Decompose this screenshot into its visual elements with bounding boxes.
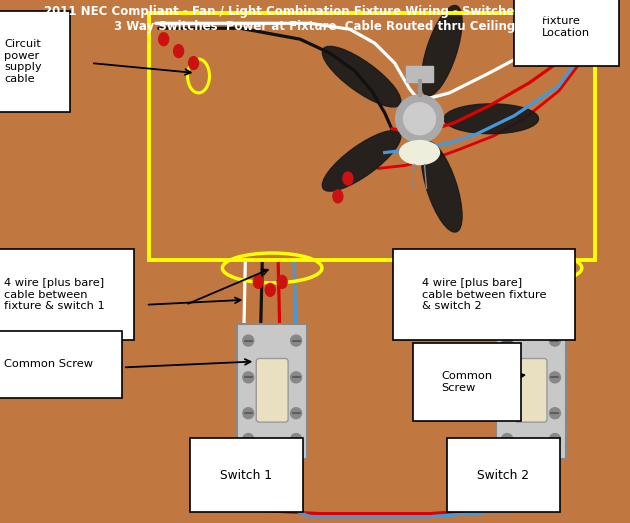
Ellipse shape [421, 5, 462, 96]
Ellipse shape [253, 276, 263, 288]
Circle shape [396, 95, 444, 143]
Circle shape [290, 335, 302, 346]
Text: 4 wire [plus bare]
cable between fixture
& switch 2: 4 wire [plus bare] cable between fixture… [421, 278, 546, 311]
Ellipse shape [421, 142, 462, 232]
Ellipse shape [586, 44, 596, 58]
Text: Fixture
Location: Fixture Location [542, 16, 590, 38]
Ellipse shape [561, 19, 571, 32]
Ellipse shape [540, 274, 550, 287]
FancyBboxPatch shape [496, 324, 566, 459]
Ellipse shape [188, 56, 198, 70]
Circle shape [501, 335, 513, 346]
Ellipse shape [528, 283, 538, 297]
Ellipse shape [265, 283, 275, 297]
FancyBboxPatch shape [406, 66, 433, 82]
Circle shape [290, 434, 302, 445]
Text: Switch 1: Switch 1 [220, 469, 272, 482]
Circle shape [501, 372, 513, 383]
Ellipse shape [444, 104, 539, 134]
FancyBboxPatch shape [238, 324, 307, 459]
Text: Switch 2: Switch 2 [478, 469, 529, 482]
Ellipse shape [323, 131, 401, 191]
Text: Circuit
power
supply
cable: Circuit power supply cable [4, 39, 42, 84]
Circle shape [243, 335, 254, 346]
FancyBboxPatch shape [515, 358, 547, 422]
Circle shape [549, 434, 561, 445]
Circle shape [243, 434, 254, 445]
Circle shape [501, 408, 513, 418]
Ellipse shape [343, 172, 353, 185]
FancyBboxPatch shape [256, 358, 288, 422]
Text: Common Screw: Common Screw [4, 359, 93, 369]
Ellipse shape [174, 44, 183, 58]
Ellipse shape [516, 274, 526, 287]
Circle shape [290, 372, 302, 383]
Ellipse shape [277, 276, 287, 288]
Text: 4 wire [plus bare]
cable between
fixture & switch 1: 4 wire [plus bare] cable between fixture… [4, 278, 105, 311]
Text: Common
Screw: Common Screw [442, 371, 493, 393]
Ellipse shape [159, 33, 169, 46]
Ellipse shape [323, 47, 401, 107]
Ellipse shape [399, 141, 440, 165]
Ellipse shape [333, 190, 343, 203]
Circle shape [549, 408, 561, 418]
Ellipse shape [574, 31, 584, 43]
Circle shape [501, 434, 513, 445]
Circle shape [243, 408, 254, 418]
Circle shape [404, 103, 435, 135]
Circle shape [290, 408, 302, 418]
Text: 2011 NEC Compliant - Fan / Light Combination Fixture Wiring - Switched Together
: 2011 NEC Compliant - Fan / Light Combina… [44, 5, 586, 33]
Circle shape [549, 372, 561, 383]
Circle shape [243, 372, 254, 383]
Circle shape [549, 335, 561, 346]
